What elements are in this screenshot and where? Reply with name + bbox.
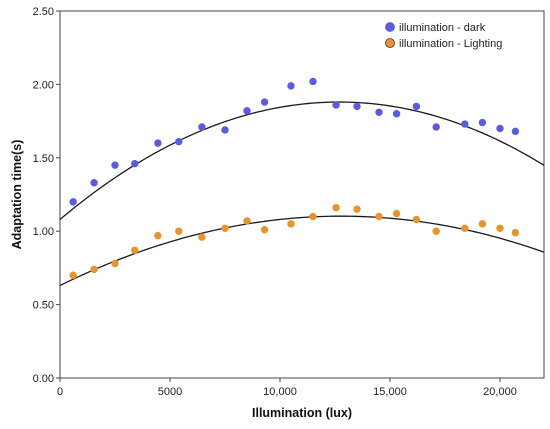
y-axis-title: Adaptation time(s) <box>10 140 24 250</box>
data-point-series-2 <box>111 259 119 268</box>
y-tick-label: 2.50 <box>33 6 54 18</box>
x-tick-label: 5000 <box>158 386 182 398</box>
data-point-series-2 <box>353 205 361 213</box>
data-point-series-2 <box>175 227 183 235</box>
data-point-series-1 <box>432 123 440 131</box>
data-point-series-2 <box>412 215 421 224</box>
x-tick-label: 10,000 <box>263 386 297 398</box>
data-point-series-1 <box>412 102 421 111</box>
data-point-series-1 <box>198 123 206 131</box>
data-point-series-1 <box>496 124 504 133</box>
legend-marker-series-1 <box>385 22 395 32</box>
data-point-series-1 <box>375 108 383 116</box>
data-point-series-2 <box>90 265 98 274</box>
data-point-series-2 <box>69 271 77 279</box>
data-point-series-2 <box>198 233 206 241</box>
legend-marker-series-2 <box>385 38 395 48</box>
data-point-series-1 <box>392 110 401 118</box>
data-point-series-1 <box>353 102 361 111</box>
y-tick-label: 0.00 <box>33 373 54 385</box>
data-point-series-1 <box>511 127 520 136</box>
data-point-series-2 <box>461 224 469 232</box>
y-tick-label: 1.00 <box>33 226 54 238</box>
data-point-series-1 <box>69 198 77 206</box>
data-points <box>69 77 520 279</box>
data-point-series-1 <box>478 118 487 127</box>
legend-label-series-1: illumination - dark <box>399 22 486 34</box>
y-tick-label: 2.00 <box>33 79 54 91</box>
data-point-series-2 <box>131 246 139 254</box>
data-point-series-2 <box>478 220 487 228</box>
data-point-series-2 <box>309 212 317 221</box>
data-point-series-1 <box>287 82 295 90</box>
data-point-series-2 <box>287 220 295 228</box>
data-point-series-2 <box>154 231 162 240</box>
data-point-series-1 <box>221 126 229 134</box>
data-point-series-2 <box>243 217 251 225</box>
x-axis-title: Illumination (lux) <box>252 406 352 420</box>
data-point-series-2 <box>260 226 269 234</box>
x-tick-label: 15,000 <box>373 386 407 398</box>
data-point-series-1 <box>175 137 183 146</box>
data-point-series-2 <box>332 204 340 212</box>
y-tick-label: 0.50 <box>33 300 54 312</box>
data-point-series-1 <box>90 179 98 187</box>
data-point-series-2 <box>496 224 504 232</box>
plot-area <box>59 10 545 379</box>
data-point-series-1 <box>309 77 317 86</box>
data-point-series-2 <box>375 212 383 221</box>
legend-label-series-2: illumination - Lighting <box>399 38 502 50</box>
data-point-series-1 <box>461 120 469 128</box>
axis-ticks: 0.00 0.50 1.00 1.50 2.00 2.50 0 5000 10,000 15,00… <box>33 6 517 398</box>
data-point-series-1 <box>332 101 340 109</box>
data-point-series-1 <box>243 107 251 115</box>
data-point-series-1 <box>111 161 119 169</box>
data-point-series-2 <box>392 209 401 218</box>
data-point-series-2 <box>221 224 229 232</box>
x-tick-label: 20,000 <box>483 386 517 398</box>
data-point-series-1 <box>131 159 139 168</box>
data-point-series-2 <box>511 228 520 237</box>
x-tick-label: 0 <box>57 386 63 398</box>
data-point-series-2 <box>432 227 440 235</box>
data-point-series-1 <box>154 139 162 147</box>
legend: illumination - dark illumination - Lighti… <box>385 22 502 50</box>
data-point-series-1 <box>260 98 269 106</box>
y-tick-label: 1.50 <box>33 153 54 165</box>
